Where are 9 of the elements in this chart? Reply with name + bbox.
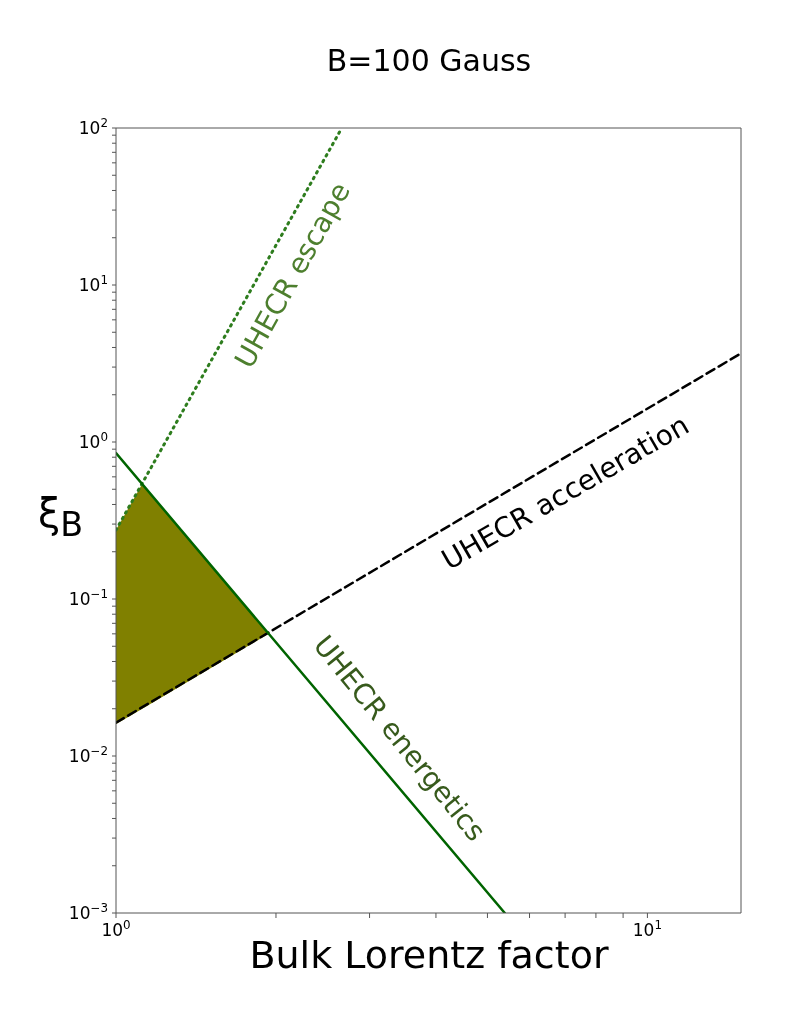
y-tick-label: 10$^{−2}$ <box>68 744 108 766</box>
y-tick-label: 10$^{1}$ <box>78 273 108 295</box>
y-axis-title: ξ$_{B}$ <box>38 490 84 544</box>
x-axis-title: Bulk Lorentz factor <box>249 933 609 977</box>
chart-title: B=100 Gauss <box>326 43 532 78</box>
y-tick-label: 10$^{2}$ <box>78 116 108 138</box>
y-tick-label: 10$^{−3}$ <box>68 901 108 923</box>
y-tick-label: 10$^{0}$ <box>78 430 108 452</box>
y-tick-label: 10$^{−1}$ <box>68 587 108 609</box>
